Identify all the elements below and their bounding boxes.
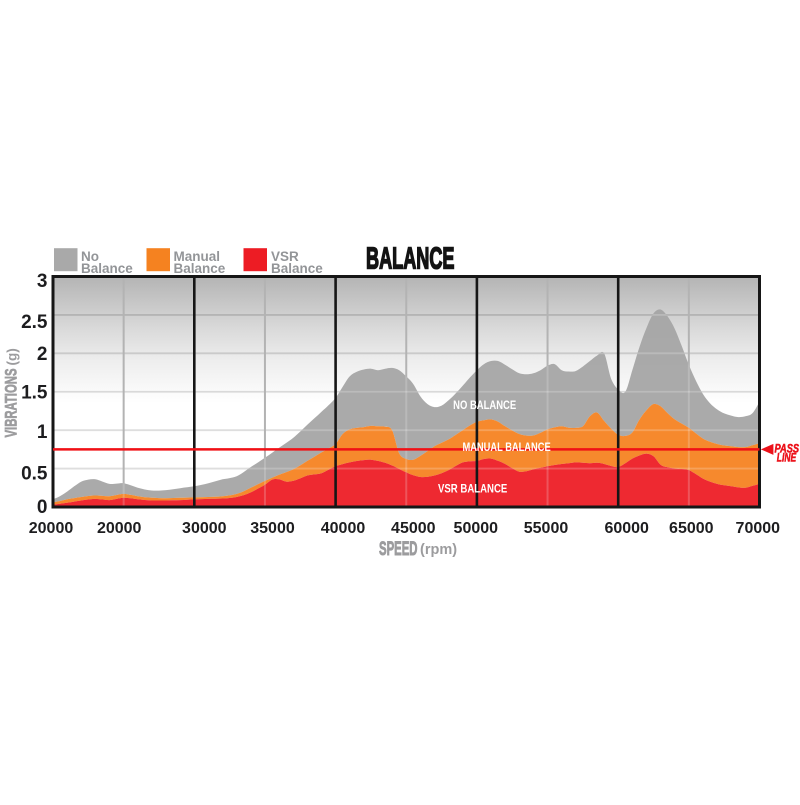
y-axis-title-text: VIBRATIONS [3,369,21,438]
x-axis-tick-labels: 20000 20000 30000 35000 40000 45000 50000 55000… [29,520,780,537]
major-divider-lines [193,276,620,507]
legend-label-no-balance-line1: No [81,249,99,264]
legend-swatch-vsr-balance [243,248,267,272]
x-axis-title: SPEED (rpm) [379,538,458,561]
series-label-manual-balance: MANUAL BALANCE [462,440,550,454]
series-area-no-balance [53,309,760,503]
y-tick-label-2: 2 [37,344,48,365]
legend-label-manual-balance-line1: Manual [174,249,221,264]
legend-label-no-balance-line2: Balance [81,261,133,276]
y-tick-label-3: 3 [37,271,48,292]
chart-title: BALANCE [366,241,455,276]
x-tick-label-4: 40000 [321,520,366,537]
y-tick-label-0: 0 [37,497,48,518]
x-tick-label-0: 20000 [29,520,74,537]
x-axis-unit-text: (rpm) [420,542,457,558]
series-label-vsr-balance: VSR BALANCE [438,481,507,495]
x-tick-label-6: 50000 [454,520,499,537]
y-tick-label-2.5: 2.5 [21,312,48,333]
y-tick-label-1: 1 [37,422,48,443]
x-tick-label-2: 30000 [182,520,227,537]
plot-border [51,275,761,509]
x-tick-label-3: 35000 [250,520,295,537]
pass-line-label-2: LINE [777,452,797,465]
pass-line-group: PASS LINE [53,442,800,465]
y-tick-label-0.5: 0.5 [21,463,48,484]
legend-label-manual-balance-line2: Balance [174,261,226,276]
x-tick-label-8: 60000 [604,520,649,537]
x-tick-label-5: 45000 [391,520,436,537]
y-axis-title: VIBRATIONS (g) [2,348,21,438]
series-label-no-balance: NO BALANCE [453,398,516,412]
x-tick-label-10: 70000 [736,520,781,537]
legend-swatch-no-balance [54,248,78,272]
y-tick-label-1.5: 1.5 [21,383,48,404]
pass-line-arrow-icon [760,443,774,455]
series-labels: NO BALANCE MANUAL BALANCE VSR BALANCE [438,398,551,495]
series-area-manual-balance [53,403,760,505]
legend-label-vsr-balance-line2: Balance [271,261,323,276]
series-area-vsr-balance [53,453,760,507]
x-tick-label-9: 65000 [669,520,714,537]
series-areas [53,309,760,507]
x-axis-title-text: SPEED [379,538,418,560]
legend-label-vsr-balance-line1: VSR [271,249,299,264]
legend-swatch-manual-balance [146,248,170,272]
pass-line-label-1: PASS [775,442,800,455]
y-axis-tick-labels: 3 2.5 2 1.5 1 0.5 0 [21,271,48,518]
y-axis-unit-text: (g) [5,348,20,365]
x-tick-label-1: 20000 [97,520,142,537]
x-tick-label-7: 55000 [524,520,569,537]
